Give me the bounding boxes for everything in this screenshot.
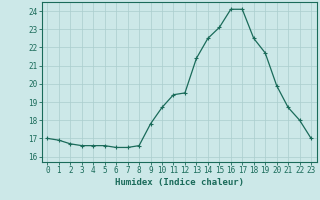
X-axis label: Humidex (Indice chaleur): Humidex (Indice chaleur) [115, 178, 244, 187]
